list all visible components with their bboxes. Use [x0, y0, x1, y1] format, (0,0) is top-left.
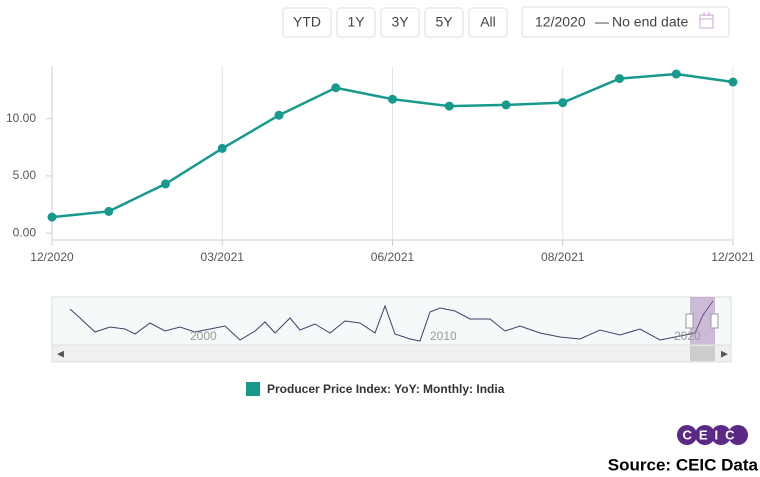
range-button-label[interactable]: YTD: [293, 14, 321, 30]
range-button[interactable]: [468, 7, 508, 38]
data-point[interactable]: [388, 94, 397, 104]
data-point[interactable]: [501, 100, 511, 110]
legend-label[interactable]: Producer Price Index: YoY: Monthly: Indi…: [267, 382, 505, 396]
navigator[interactable]: [51, 296, 732, 346]
range-button-label[interactable]: All: [480, 14, 496, 30]
x-tick-label: 12/2021: [711, 250, 755, 264]
data-point[interactable]: [104, 206, 114, 216]
y-tick-label: 5.00: [13, 168, 37, 182]
data-point[interactable]: [274, 110, 284, 120]
scroll-right[interactable]: ▶: [721, 348, 728, 358]
scroll-left[interactable]: ◀: [57, 348, 64, 358]
source: Source: CEIC Data: [608, 455, 759, 474]
range-button[interactable]: [380, 7, 420, 38]
scrollbar-thumb[interactable]: [690, 346, 715, 361]
x-tick-label: 03/2021: [201, 250, 245, 264]
data-point[interactable]: [47, 212, 57, 222]
x-tick-label: 08/2021: [541, 250, 585, 264]
navigator-label: 2010: [430, 329, 457, 343]
logo: [677, 425, 748, 445]
data-point[interactable]: [161, 179, 170, 189]
x-tick-label: 06/2021: [371, 250, 415, 264]
data-point[interactable]: [558, 98, 568, 108]
y-tick-label: 0.00: [13, 225, 37, 239]
x-tick-label: 12/2020: [30, 250, 74, 264]
data-point[interactable]: [444, 101, 454, 111]
data-point[interactable]: [671, 69, 681, 79]
data-point[interactable]: [728, 77, 738, 87]
date-from[interactable]: 12/2020: [535, 14, 586, 30]
date-range-box[interactable]: [521, 6, 730, 38]
data-point[interactable]: [615, 74, 624, 84]
range-button[interactable]: [282, 7, 332, 38]
navigator-label: 2000: [190, 329, 217, 343]
legend-swatch[interactable]: [246, 382, 260, 396]
date-separator: —: [595, 14, 609, 30]
navigator-line: [69, 300, 714, 342]
range-button-label[interactable]: 1Y: [347, 14, 365, 30]
navigator-handle[interactable]: [710, 313, 719, 329]
data-point[interactable]: [217, 143, 227, 153]
data-point[interactable]: [331, 83, 341, 93]
range-button[interactable]: [336, 7, 376, 38]
scrollbar[interactable]: [51, 344, 732, 363]
date-to[interactable]: No end date: [612, 14, 688, 30]
calendar-icon: [699, 12, 714, 29]
navigator-label: 2020: [674, 329, 701, 343]
range-button[interactable]: [424, 7, 464, 38]
navigator-handle[interactable]: [685, 313, 694, 329]
range-button-label[interactable]: 3Y: [391, 14, 409, 30]
logo-text: CEIC: [682, 427, 741, 442]
y-tick-label: 10.00: [6, 111, 36, 125]
range-button-label[interactable]: 5Y: [435, 14, 453, 30]
